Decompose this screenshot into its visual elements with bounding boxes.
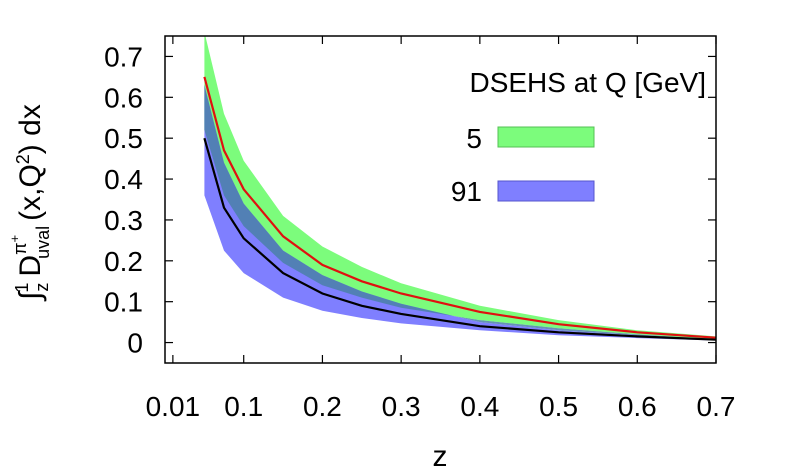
y-tick-label: 0.4 <box>104 164 143 195</box>
y-title-integral: ∫ <box>14 290 47 302</box>
legend-label-5: 5 <box>466 123 482 154</box>
x-tick-label: 0.2 <box>303 391 342 422</box>
y-tick-label: 0.1 <box>104 287 143 318</box>
x-tick-label: 0.01 <box>146 391 201 422</box>
y-tick-label: 0.6 <box>104 82 143 113</box>
legend-title: DSEHS at Q [GeV] <box>469 67 706 98</box>
x-tick-label: 0.7 <box>697 391 736 422</box>
central-lines <box>203 76 716 341</box>
y-tick-label: 0.5 <box>104 123 143 154</box>
legend-label-91: 91 <box>451 176 482 207</box>
y-title-sup: π <box>10 243 30 255</box>
x-tick-label: 0.6 <box>618 391 657 422</box>
plot-frame <box>164 35 717 364</box>
y-title-d: D <box>14 255 47 277</box>
uncertainty-bands <box>204 36 716 341</box>
y-title-args-pow: 2 <box>13 154 33 164</box>
y-title-lower: z <box>32 283 52 292</box>
y-title-sub: uval <box>33 226 53 259</box>
legend-swatch-91 <box>497 180 595 202</box>
svg-text:∫z1Dπ+uval(x,Q2) dx: ∫z1 Dπ+ uval (x,Q2) dx <box>7 104 53 302</box>
x-axis-title: z <box>433 440 448 473</box>
line-5 <box>203 76 716 339</box>
y-tick-label: 0 <box>127 328 143 359</box>
y-title-args: (x,Q <box>14 164 47 221</box>
band-5 <box>204 36 716 340</box>
x-tick-label: 0.5 <box>539 391 578 422</box>
line-91 <box>203 137 716 341</box>
y-tick-label: 0.3 <box>104 205 143 236</box>
legend: DSEHS at Q [GeV] 5 91 <box>451 67 706 207</box>
x-tick-label: 0.1 <box>224 391 263 422</box>
y-title-args-end: ) dx <box>14 104 47 154</box>
x-axis-ticks: 0.01 0.1 0.2 0.3 0.4 0.5 0.6 0.7 <box>146 36 736 422</box>
y-tick-label: 0.2 <box>104 246 143 277</box>
y-axis-ticks: 0 0.1 0.2 0.3 0.4 0.5 0.6 0.7 <box>104 41 716 359</box>
x-tick-label: 0.4 <box>460 391 499 422</box>
y-tick-label: 0.7 <box>104 41 143 72</box>
y-title-sup-sign: + <box>7 235 22 243</box>
y-axis-title: ∫z1 Dπ+ uval (x,Q2) dx <box>7 104 53 302</box>
legend-swatch-5 <box>497 126 595 148</box>
y-title-upper: 1 <box>12 283 32 293</box>
x-tick-label: 0.3 <box>382 391 421 422</box>
